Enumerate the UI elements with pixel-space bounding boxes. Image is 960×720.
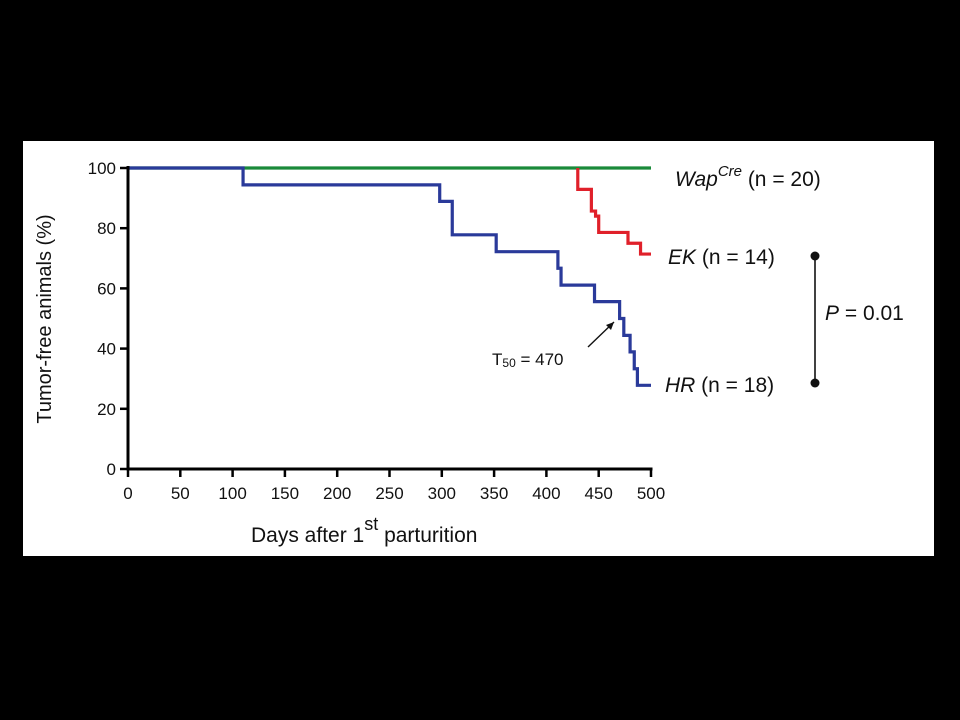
- x-axis-label: Days after 1st parturition: [251, 514, 477, 547]
- x-tick-label: 50: [171, 484, 190, 503]
- legend-label-hr: HR (n = 18): [665, 374, 774, 397]
- x-axis-label-main: Days after 1: [251, 524, 364, 547]
- y-axis-label: Tumor-free animals (%): [34, 214, 56, 423]
- x-tick-label: 150: [271, 484, 299, 503]
- legend-label-ek: EK (n = 14): [668, 246, 775, 269]
- x-tick-label: 400: [532, 484, 560, 503]
- series-line-hr: [128, 166, 651, 387]
- p-value-bracket-bottom-dot: [810, 378, 820, 388]
- x-tick-label: 350: [480, 484, 508, 503]
- x-tick-label: 200: [323, 484, 351, 503]
- y-tick-label: 60: [97, 279, 116, 298]
- series-layer: [128, 166, 651, 387]
- y-tick-label: 40: [97, 340, 116, 359]
- x-tick-label: 300: [428, 484, 456, 503]
- t50-arrowhead: [606, 322, 614, 330]
- t50-label: T50 = 470: [492, 350, 564, 370]
- survival-chart: 0 20 40 60 80 100 0 50 100 150 200 250 300 350 400 450 5…: [34, 159, 904, 547]
- x-axis-label-end: parturition: [378, 524, 477, 547]
- y-tick-label: 100: [88, 159, 116, 178]
- x-tick-label: 100: [218, 484, 246, 503]
- x-axis-label-sup: st: [364, 514, 378, 534]
- p-value-bracket-top-dot: [810, 251, 820, 261]
- x-tick-label: 500: [637, 484, 665, 503]
- chart-panel: 0 20 40 60 80 100 0 50 100 150 200 250 300 350 400 450 5…: [23, 141, 934, 556]
- axes-layer: 0 20 40 60 80 100 0 50 100 150 200 250 300 350 400 450 5…: [88, 159, 666, 503]
- y-tick-label: 20: [97, 400, 116, 419]
- y-tick-label: 80: [97, 219, 116, 238]
- series-line-ek: [576, 168, 651, 256]
- legend-label-wapcre: WapCre (n = 20): [675, 163, 821, 191]
- y-tick-label: 0: [107, 460, 116, 479]
- x-tick-label: 450: [585, 484, 613, 503]
- x-tick-label: 0: [123, 484, 132, 503]
- x-tick-label: 250: [375, 484, 403, 503]
- p-value-label: P = 0.01: [825, 302, 904, 325]
